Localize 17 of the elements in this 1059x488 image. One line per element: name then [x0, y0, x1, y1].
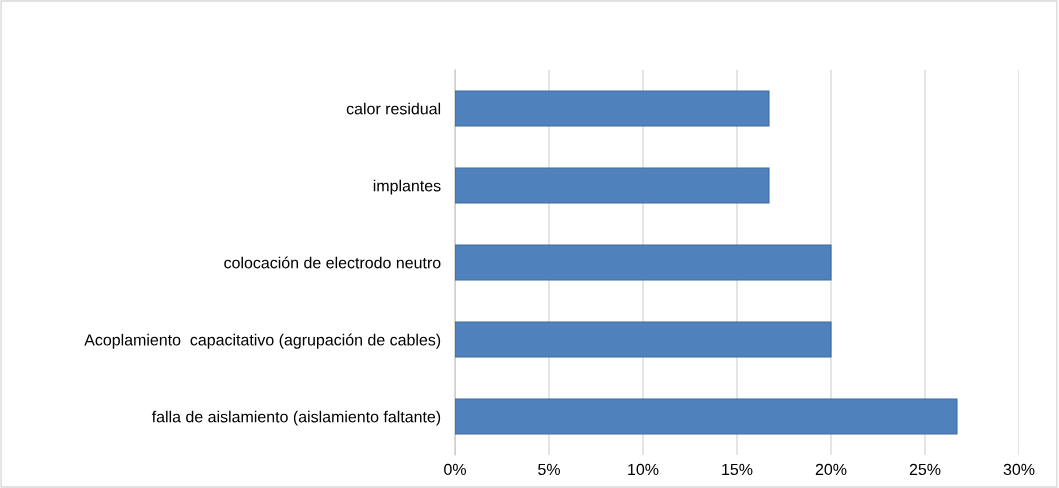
x-tick-label: 5%	[538, 463, 560, 476]
x-tick-label: 10%	[628, 463, 659, 476]
x-tick-label: 30%	[1003, 463, 1035, 476]
y-tick-label: falla de aislamiento (aislamiento faltante)	[151, 410, 441, 426]
y-tick-label: implantes	[373, 179, 441, 195]
bar	[455, 90, 770, 127]
bar	[455, 167, 770, 204]
x-tick-label: 15%	[722, 463, 753, 476]
y-tick-label: colocación de electrodo neutro	[224, 256, 441, 269]
y-tick-label: calor residual	[346, 102, 441, 115]
y-tick-label: Acoplamiento capacitativo (agrupación de cables)	[84, 333, 441, 349]
x-tick-label: 25%	[909, 463, 941, 476]
bar	[455, 321, 832, 358]
bar	[455, 398, 958, 435]
bar	[455, 244, 832, 281]
x-tick-label: 0%	[444, 463, 466, 476]
x-tick-label: 20%	[815, 463, 847, 476]
